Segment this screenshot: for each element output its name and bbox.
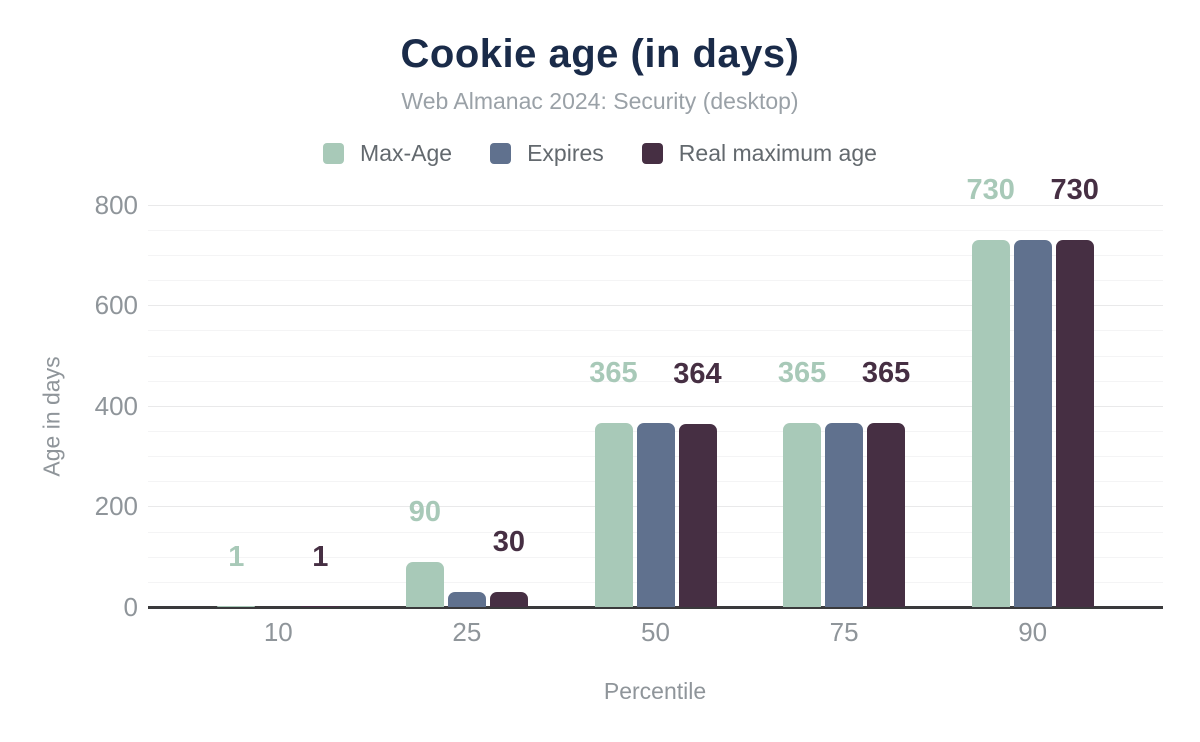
bar-value-label: 365 <box>777 357 827 390</box>
x-axis-title: Percentile <box>603 678 707 704</box>
bar-expires <box>1013 239 1052 607</box>
y-axis-title: Age in days <box>38 356 65 477</box>
y-axis-tick-label: 0 <box>123 592 138 622</box>
x-axis-tick-label: 75 <box>829 617 859 647</box>
bar-value-label: 730 <box>966 173 1015 206</box>
bar-max-age <box>405 561 444 607</box>
x-axis-tick-label: 10 <box>263 617 293 647</box>
y-axis-tick-label: 400 <box>94 390 138 421</box>
bar-value-label: 90 <box>408 495 442 528</box>
y-axis-tick-label: 800 <box>94 189 138 220</box>
bar-max-age <box>594 423 633 607</box>
legend: Max-Age Expires Real maximum age <box>0 140 1200 167</box>
legend-item-real-maximum-age: Real maximum age <box>641 140 877 167</box>
chart-subtitle: Web Almanac 2024: Security (desktop) <box>401 88 799 114</box>
gridline-minor <box>148 330 1163 332</box>
x-axis-tick-label: 50 <box>641 617 670 647</box>
bar-value-label: 365 <box>589 357 638 390</box>
bar-real-maximum-age <box>1055 239 1094 607</box>
bar-max-age <box>971 239 1010 607</box>
legend-item-expires: Expires <box>490 140 604 167</box>
gridline-minor <box>148 380 1163 382</box>
legend-swatch-icon <box>323 143 345 164</box>
legend-swatch-icon <box>641 143 663 164</box>
y-axis-tick-label: 600 <box>94 290 138 321</box>
bar-max-age <box>783 423 822 607</box>
bar-real-maximum-age <box>301 606 340 607</box>
bar-max-age <box>217 606 256 607</box>
legend-item-max-age: Max-Age <box>323 140 452 167</box>
gridline-major <box>148 305 1163 307</box>
x-axis-tick-label: 25 <box>452 617 482 647</box>
gridline-major <box>148 204 1163 206</box>
legend-label: Real maximum age <box>678 140 877 166</box>
bar-real-maximum-age <box>678 423 717 607</box>
bar-expires <box>636 423 675 607</box>
gridline-minor <box>148 355 1163 357</box>
bar-value-label: 1 <box>312 540 329 573</box>
x-axis-tick-label: 90 <box>1018 617 1048 647</box>
bar-value-label: 364 <box>673 357 722 390</box>
gridline-minor <box>148 254 1163 256</box>
bar-real-maximum-age <box>867 423 906 607</box>
y-axis-tick-label: 200 <box>94 491 138 522</box>
bar-real-maximum-age <box>489 591 528 607</box>
legend-label: Max-Age <box>360 140 453 166</box>
bar-value-label: 365 <box>861 357 911 390</box>
legend-label: Expires <box>527 140 604 166</box>
chart-title: Cookie age (in days) <box>400 32 800 76</box>
gridline-minor <box>148 229 1163 231</box>
bar-value-label: 730 <box>1050 173 1099 206</box>
bar-expires <box>825 423 864 607</box>
x-axis-line <box>148 606 1163 609</box>
legend-swatch-icon <box>490 143 512 164</box>
gridline-minor <box>148 280 1163 282</box>
bar-expires <box>447 591 486 607</box>
gridline-major <box>148 405 1163 407</box>
bar-value-label: 30 <box>492 525 526 558</box>
bar-value-label: 1 <box>228 540 245 573</box>
